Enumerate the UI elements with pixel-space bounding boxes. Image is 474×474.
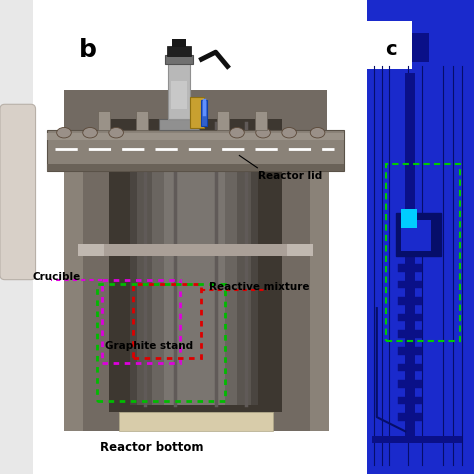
Text: Graphite stand: Graphite stand [105,341,193,351]
Bar [401,220,431,251]
Bar [168,62,190,118]
Bar [201,100,207,126]
Bar [367,21,412,69]
Bar [98,111,110,130]
Bar [78,244,313,256]
Bar [398,281,422,288]
Bar [396,213,441,256]
Bar [171,81,187,109]
Bar [398,231,422,238]
Text: Reactive mixture: Reactive mixture [209,282,309,292]
Bar [398,330,422,338]
Bar [398,297,422,305]
Ellipse shape [256,128,270,138]
Bar [179,39,186,47]
Bar [372,436,462,443]
Bar [137,145,251,405]
Bar [310,168,329,431]
Bar [398,347,422,355]
Text: b: b [79,38,97,62]
Ellipse shape [230,128,244,138]
Bar [118,412,273,431]
Text: Reactor bottom: Reactor bottom [100,441,203,455]
Bar [398,364,422,371]
Bar [398,397,422,404]
Bar [367,0,474,474]
Bar [47,130,344,171]
Text: c: c [385,40,397,59]
Bar [386,164,460,341]
Bar [398,264,422,272]
Bar [398,247,422,255]
Bar [412,33,429,62]
Bar [64,90,327,431]
Bar [164,145,225,405]
Bar [130,145,258,405]
Bar [47,133,344,140]
Ellipse shape [109,128,123,138]
Bar [255,111,267,130]
Bar [405,73,415,443]
Bar [398,314,422,321]
Bar [136,111,148,130]
Bar [398,413,422,421]
Bar [102,280,180,363]
Bar [0,0,33,474]
Bar [190,97,204,128]
Ellipse shape [310,128,325,138]
Bar [398,214,422,222]
Bar [401,209,417,228]
Bar [152,145,237,405]
Bar [78,244,104,256]
Text: Reactor lid: Reactor lid [258,171,323,182]
Bar [109,118,282,412]
Ellipse shape [282,128,296,138]
Ellipse shape [57,128,71,138]
Bar [167,46,191,56]
Bar [159,118,199,130]
Bar [133,284,201,358]
Ellipse shape [83,128,97,138]
Bar [47,164,344,171]
Bar [172,39,179,47]
Bar [165,55,193,64]
Bar [97,284,225,401]
FancyBboxPatch shape [0,104,36,280]
Bar [287,244,313,256]
Text: Crucible: Crucible [32,272,81,283]
Bar [64,168,83,431]
Bar [217,111,229,130]
Bar [398,380,422,388]
